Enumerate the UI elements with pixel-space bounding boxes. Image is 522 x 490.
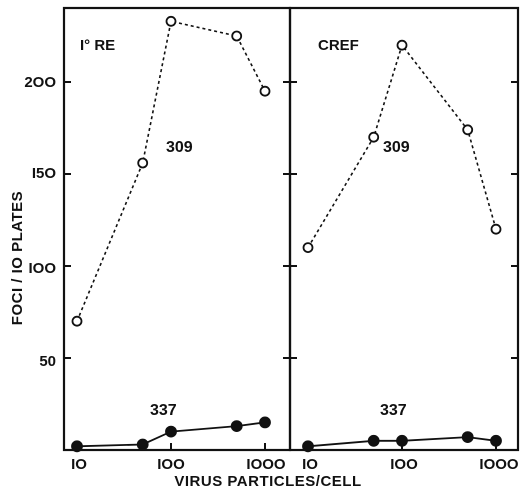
- data-point-309-p1-50: [137, 157, 149, 169]
- y-tick-label-100: IOO: [28, 260, 56, 277]
- data-point-309-p1-1000: [259, 85, 271, 97]
- x-tick-label-100-right: IOO: [390, 456, 418, 473]
- data-point-309-p1-500: [231, 30, 243, 42]
- series-label-309-right: 309: [383, 139, 410, 156]
- data-point-337-p1-10: [71, 440, 83, 453]
- x-tick-label-1000-right: IOOO: [479, 456, 519, 473]
- data-point-337-p2-1000: [490, 434, 502, 447]
- panel-frame-2: [288, 6, 520, 452]
- panel-title-left: I° RE: [80, 37, 115, 54]
- series-label-337-left: 337: [150, 402, 177, 419]
- y-tick-label-50: 50: [39, 353, 56, 370]
- data-point-309-p1-10: [71, 315, 83, 327]
- data-series: [71, 15, 502, 453]
- x-tick-label-10-right: IO: [302, 456, 318, 473]
- data-point-309-p2-50: [368, 131, 380, 143]
- data-point-337-p1-50: [136, 438, 149, 451]
- y-axis-title: FOCI / IO PLATES: [9, 191, 26, 325]
- x-tick-label-100-left: IOO: [157, 456, 185, 473]
- data-point-337-p2-10: [302, 440, 314, 453]
- panel-frames: [62, 6, 520, 452]
- data-point-337-p2-500: [461, 431, 474, 444]
- x-tick-label-10-left: IO: [71, 456, 87, 473]
- y-tick-label-150: I5O: [32, 165, 57, 182]
- data-point-309-p2-1000: [490, 223, 502, 235]
- data-point-337-p1-100: [165, 425, 177, 438]
- data-point-309-p2-100: [396, 39, 408, 51]
- series-label-309-left: 309: [166, 139, 193, 156]
- x-axis-title: VIRUS PARTICLES/CELL: [174, 473, 361, 490]
- data-point-337-p1-1000: [259, 416, 271, 429]
- y-tick-label-200: 2OO: [24, 74, 56, 91]
- data-point-309-p1-100: [165, 15, 177, 27]
- panel-title-right: CREF: [318, 37, 359, 54]
- series-label-337-right: 337: [380, 402, 407, 419]
- data-point-309-p2-10: [302, 242, 314, 254]
- data-point-309-p2-500: [462, 124, 474, 136]
- series-line-309-p1: [76, 20, 266, 322]
- data-point-337-p2-50: [367, 434, 380, 447]
- x-tick-label-1000-left: IOOO: [246, 456, 286, 473]
- data-point-337-p2-100: [396, 434, 408, 447]
- data-point-337-p1-500: [230, 420, 243, 433]
